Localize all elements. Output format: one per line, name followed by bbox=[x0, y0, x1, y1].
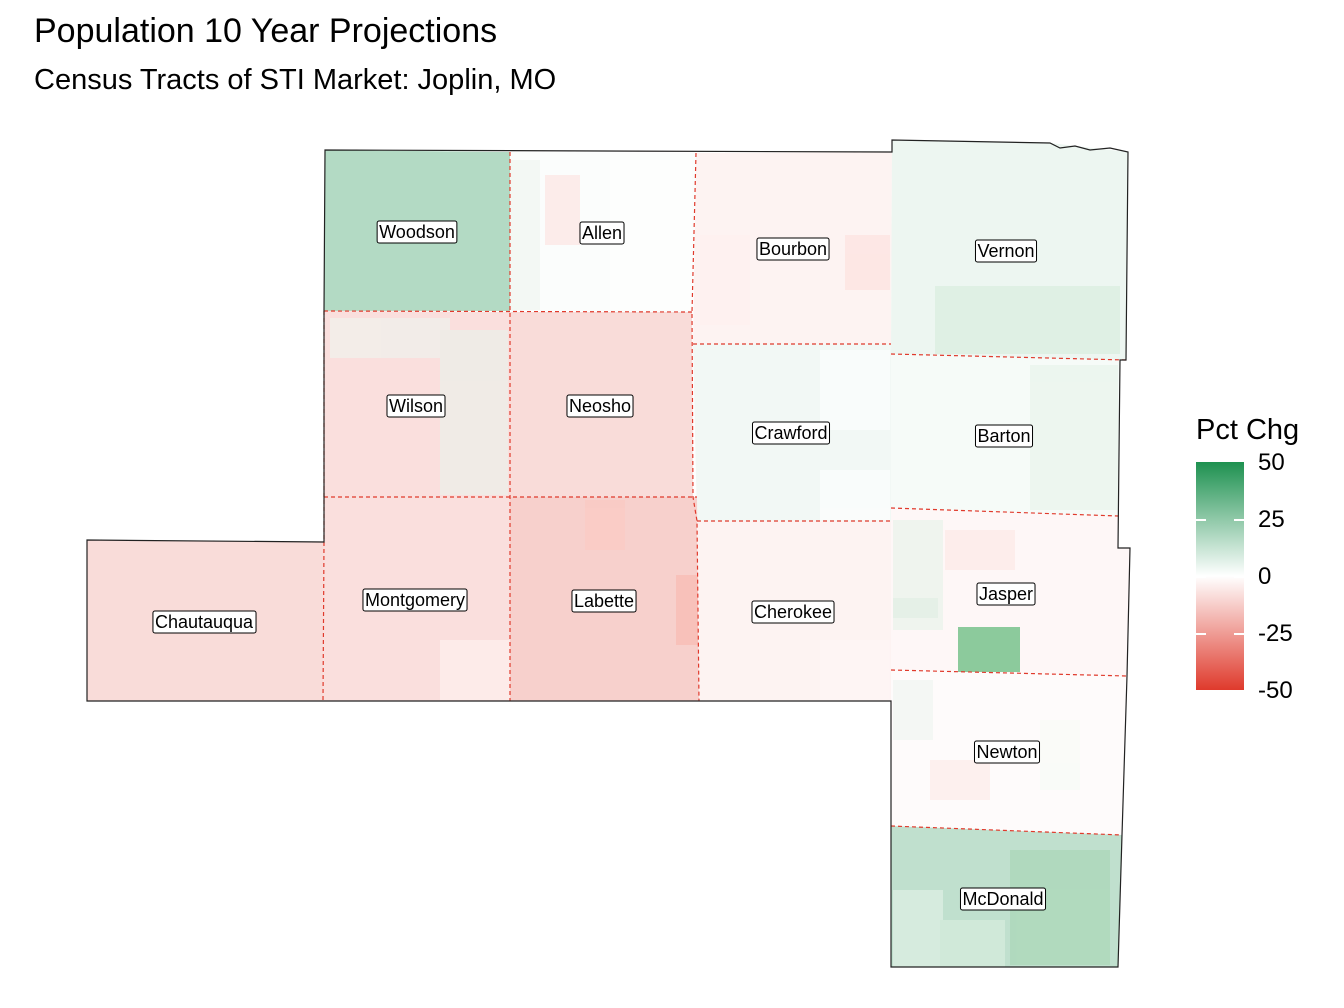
county-label-wilson: Wilson bbox=[386, 394, 446, 418]
county-label-barton: Barton bbox=[974, 424, 1034, 448]
county-label-box bbox=[973, 740, 1041, 764]
county-label-newton: Newton bbox=[973, 740, 1041, 764]
legend-tick-label: 25 bbox=[1258, 506, 1285, 533]
county-label-box bbox=[376, 220, 458, 244]
county-label-box bbox=[974, 239, 1038, 263]
county-label-box bbox=[386, 394, 446, 418]
county-label-text: Allen bbox=[582, 223, 622, 243]
county-label-box bbox=[976, 582, 1036, 606]
county-label-box bbox=[959, 887, 1047, 911]
county-label-jasper: Jasper bbox=[976, 582, 1036, 606]
county-label-allen: Allen bbox=[579, 221, 625, 245]
county-label-text: Newton bbox=[976, 742, 1037, 762]
page-title: Population 10 Year Projections bbox=[34, 12, 498, 50]
county-label-box bbox=[579, 221, 625, 245]
legend-tick-mark bbox=[1234, 519, 1244, 521]
tract-joplin-growth bbox=[958, 627, 1020, 672]
legend-tick-mark bbox=[1234, 633, 1244, 635]
market-outline bbox=[86, 139, 1131, 968]
county-label-text: Cherokee bbox=[754, 602, 832, 622]
county-label-box bbox=[362, 588, 468, 612]
county-label-text: Wilson bbox=[389, 396, 443, 416]
legend-tick-mark bbox=[1234, 576, 1244, 578]
county-label-text: McDonald bbox=[962, 889, 1043, 909]
county-label-mcdonald: McDonald bbox=[959, 887, 1047, 911]
county-label-text: Labette bbox=[574, 591, 634, 611]
county-label-vernon: Vernon bbox=[974, 239, 1038, 263]
county-label-text: Vernon bbox=[977, 241, 1034, 261]
county-label-cherokee: Cherokee bbox=[751, 600, 835, 624]
county-label-text: Neosho bbox=[569, 396, 631, 416]
county-label-box bbox=[751, 600, 835, 624]
county-label-box bbox=[571, 589, 637, 613]
county-label-box bbox=[756, 237, 830, 261]
legend-title: Pct Chg bbox=[1196, 414, 1300, 446]
county-label-chautauqua: Chautauqua bbox=[152, 610, 257, 634]
county-label-text: Crawford bbox=[754, 423, 827, 443]
county-label-labette: Labette bbox=[571, 589, 637, 613]
legend-tick-label: -50 bbox=[1258, 677, 1293, 704]
legend-tick-mark bbox=[1196, 576, 1206, 578]
county-label-box bbox=[751, 421, 831, 445]
county-label-box bbox=[152, 610, 257, 634]
county-label-text: Jasper bbox=[979, 584, 1033, 604]
county-label-montgomery: Montgomery bbox=[362, 588, 468, 612]
tract-shading bbox=[330, 160, 1120, 967]
county-label-crawford: Crawford bbox=[751, 421, 831, 445]
county-label-bourbon: Bourbon bbox=[756, 237, 830, 261]
legend-tick-label: 0 bbox=[1258, 563, 1272, 590]
county-label-text: Montgomery bbox=[365, 590, 465, 610]
legend-tick-label: -25 bbox=[1258, 620, 1293, 647]
county-label-woodson: Woodson bbox=[376, 220, 458, 244]
county-label-neosho: Neosho bbox=[566, 394, 634, 418]
county-label-text: Chautauqua bbox=[155, 612, 254, 632]
county-label-text: Bourbon bbox=[759, 239, 827, 259]
legend-tick-mark bbox=[1196, 633, 1206, 635]
county-label-box bbox=[974, 424, 1034, 448]
page-subtitle: Census Tracts of STI Market: Joplin, MO bbox=[34, 64, 557, 96]
county-label-text: Woodson bbox=[379, 222, 455, 242]
legend-tick-label: 50 bbox=[1258, 449, 1285, 476]
county-label-box bbox=[566, 394, 634, 418]
legend-tick-mark bbox=[1196, 519, 1206, 521]
county-label-text: Barton bbox=[977, 426, 1030, 446]
